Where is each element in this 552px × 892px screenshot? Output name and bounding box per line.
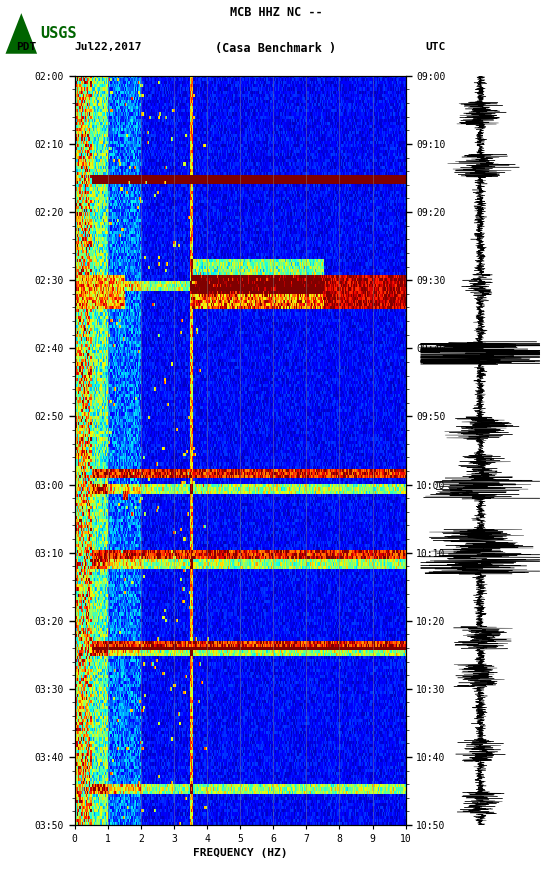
Text: USGS: USGS <box>40 26 77 41</box>
Text: (Casa Benchmark ): (Casa Benchmark ) <box>215 42 337 54</box>
X-axis label: FREQUENCY (HZ): FREQUENCY (HZ) <box>193 848 288 858</box>
Text: UTC: UTC <box>425 42 445 52</box>
Text: MCB HHZ NC --: MCB HHZ NC -- <box>230 6 322 19</box>
Polygon shape <box>6 13 37 54</box>
Text: PDT: PDT <box>17 42 37 52</box>
Text: Jul22,2017: Jul22,2017 <box>75 42 142 52</box>
